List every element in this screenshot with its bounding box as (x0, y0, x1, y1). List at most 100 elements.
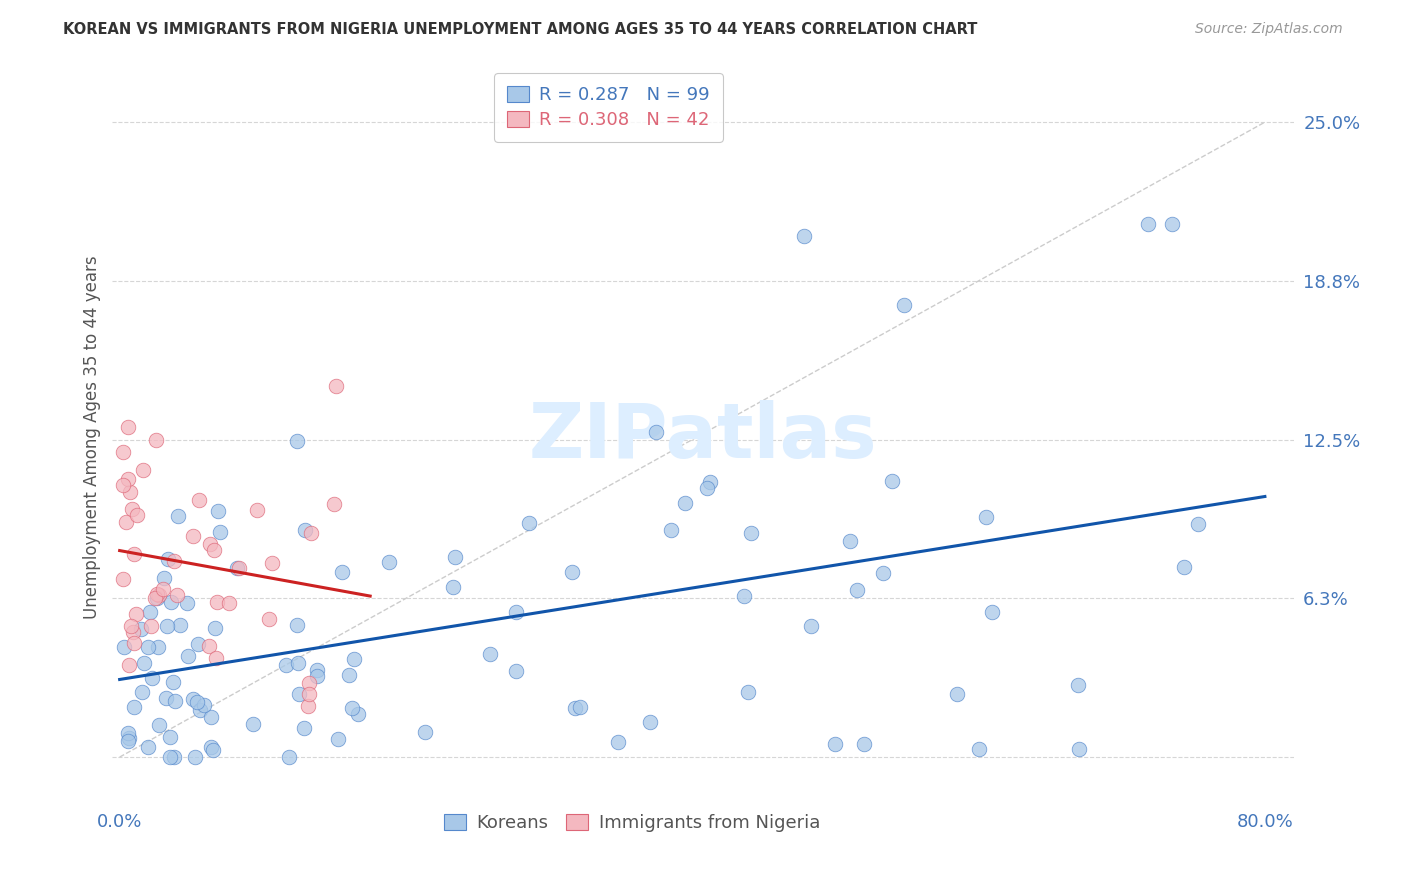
Point (200, 740, 222, 755)
Point (505, 605, 527, 619)
Point (568, 700, 591, 714)
Point (181, 691, 204, 706)
Point (285, 434, 308, 448)
Point (228, 560, 250, 574)
Point (505, 664, 527, 678)
Point (307, 663, 329, 677)
Text: ZIPatlas: ZIPatlas (529, 401, 877, 474)
Point (187, 637, 209, 651)
Point (294, 523, 316, 537)
Point (226, 561, 249, 575)
Point (882, 474, 904, 488)
Point (733, 589, 755, 603)
Point (1173, 559, 1195, 574)
Point (190, 703, 212, 717)
Point (696, 482, 718, 496)
Point (162, 554, 184, 568)
Point (740, 525, 762, 540)
Point (138, 605, 160, 619)
Point (143, 591, 166, 605)
Point (114, 515, 136, 529)
Point (138, 640, 160, 654)
Point (122, 636, 145, 650)
Point (298, 687, 321, 701)
Point (737, 685, 759, 699)
Point (325, 379, 347, 393)
Point (800, 618, 823, 632)
Point (198, 537, 221, 551)
Point (117, 726, 139, 740)
Point (122, 547, 145, 561)
Y-axis label: Unemployment Among Ages 35 to 44 years: Unemployment Among Ages 35 to 44 years (83, 255, 101, 619)
Point (699, 475, 721, 490)
Point (139, 619, 162, 633)
Point (120, 618, 142, 632)
Point (288, 687, 311, 701)
Point (893, 298, 915, 312)
Point (111, 478, 134, 492)
Point (169, 617, 191, 632)
Point (326, 731, 349, 746)
Point (159, 595, 181, 609)
Point (517, 516, 540, 530)
Text: Source: ZipAtlas.com: Source: ZipAtlas.com (1195, 22, 1343, 37)
Point (132, 463, 155, 477)
Point (673, 496, 696, 510)
Point (162, 675, 184, 690)
Point (177, 648, 200, 663)
Point (111, 572, 134, 586)
Point (146, 640, 169, 654)
Point (155, 691, 177, 706)
Point (640, 715, 662, 730)
Point (307, 668, 329, 682)
Point (298, 676, 321, 690)
Point (330, 565, 353, 579)
Point (346, 706, 368, 721)
Point (292, 721, 315, 735)
Point (339, 668, 361, 682)
Text: KOREAN VS IMMIGRANTS FROM NIGERIA UNEMPLOYMENT AMONG AGES 35 TO 44 YEARS CORRELA: KOREAN VS IMMIGRANTS FROM NIGERIA UNEMPL… (63, 22, 977, 37)
Point (146, 591, 169, 605)
Point (274, 658, 297, 673)
Point (166, 509, 188, 524)
Point (413, 724, 436, 739)
Point (181, 529, 204, 543)
Point (122, 700, 145, 714)
Point (165, 694, 187, 708)
Point (117, 420, 139, 434)
Point (277, 750, 299, 764)
Point (607, 735, 630, 749)
Point (125, 607, 148, 622)
Point (1136, 217, 1159, 231)
Point (200, 710, 222, 724)
Point (202, 743, 225, 757)
Point (136, 740, 159, 755)
Point (117, 734, 139, 748)
Point (260, 556, 283, 570)
Point (246, 503, 269, 517)
Point (377, 555, 399, 569)
Point (166, 588, 188, 602)
Point (145, 433, 167, 447)
Point (441, 580, 464, 594)
Point (205, 595, 228, 609)
Point (561, 565, 583, 579)
Point (176, 596, 198, 610)
Point (564, 701, 586, 715)
Point (323, 497, 346, 511)
Point (218, 596, 240, 610)
Point (193, 698, 215, 713)
Point (209, 525, 232, 540)
Point (121, 501, 143, 516)
Point (824, 738, 846, 752)
Point (297, 699, 319, 714)
Point (287, 656, 309, 670)
Point (153, 571, 176, 585)
Point (118, 485, 141, 500)
Point (444, 550, 467, 565)
Point (131, 622, 153, 636)
Point (117, 472, 139, 486)
Point (157, 552, 180, 566)
Point (205, 651, 228, 665)
Point (1160, 217, 1182, 231)
